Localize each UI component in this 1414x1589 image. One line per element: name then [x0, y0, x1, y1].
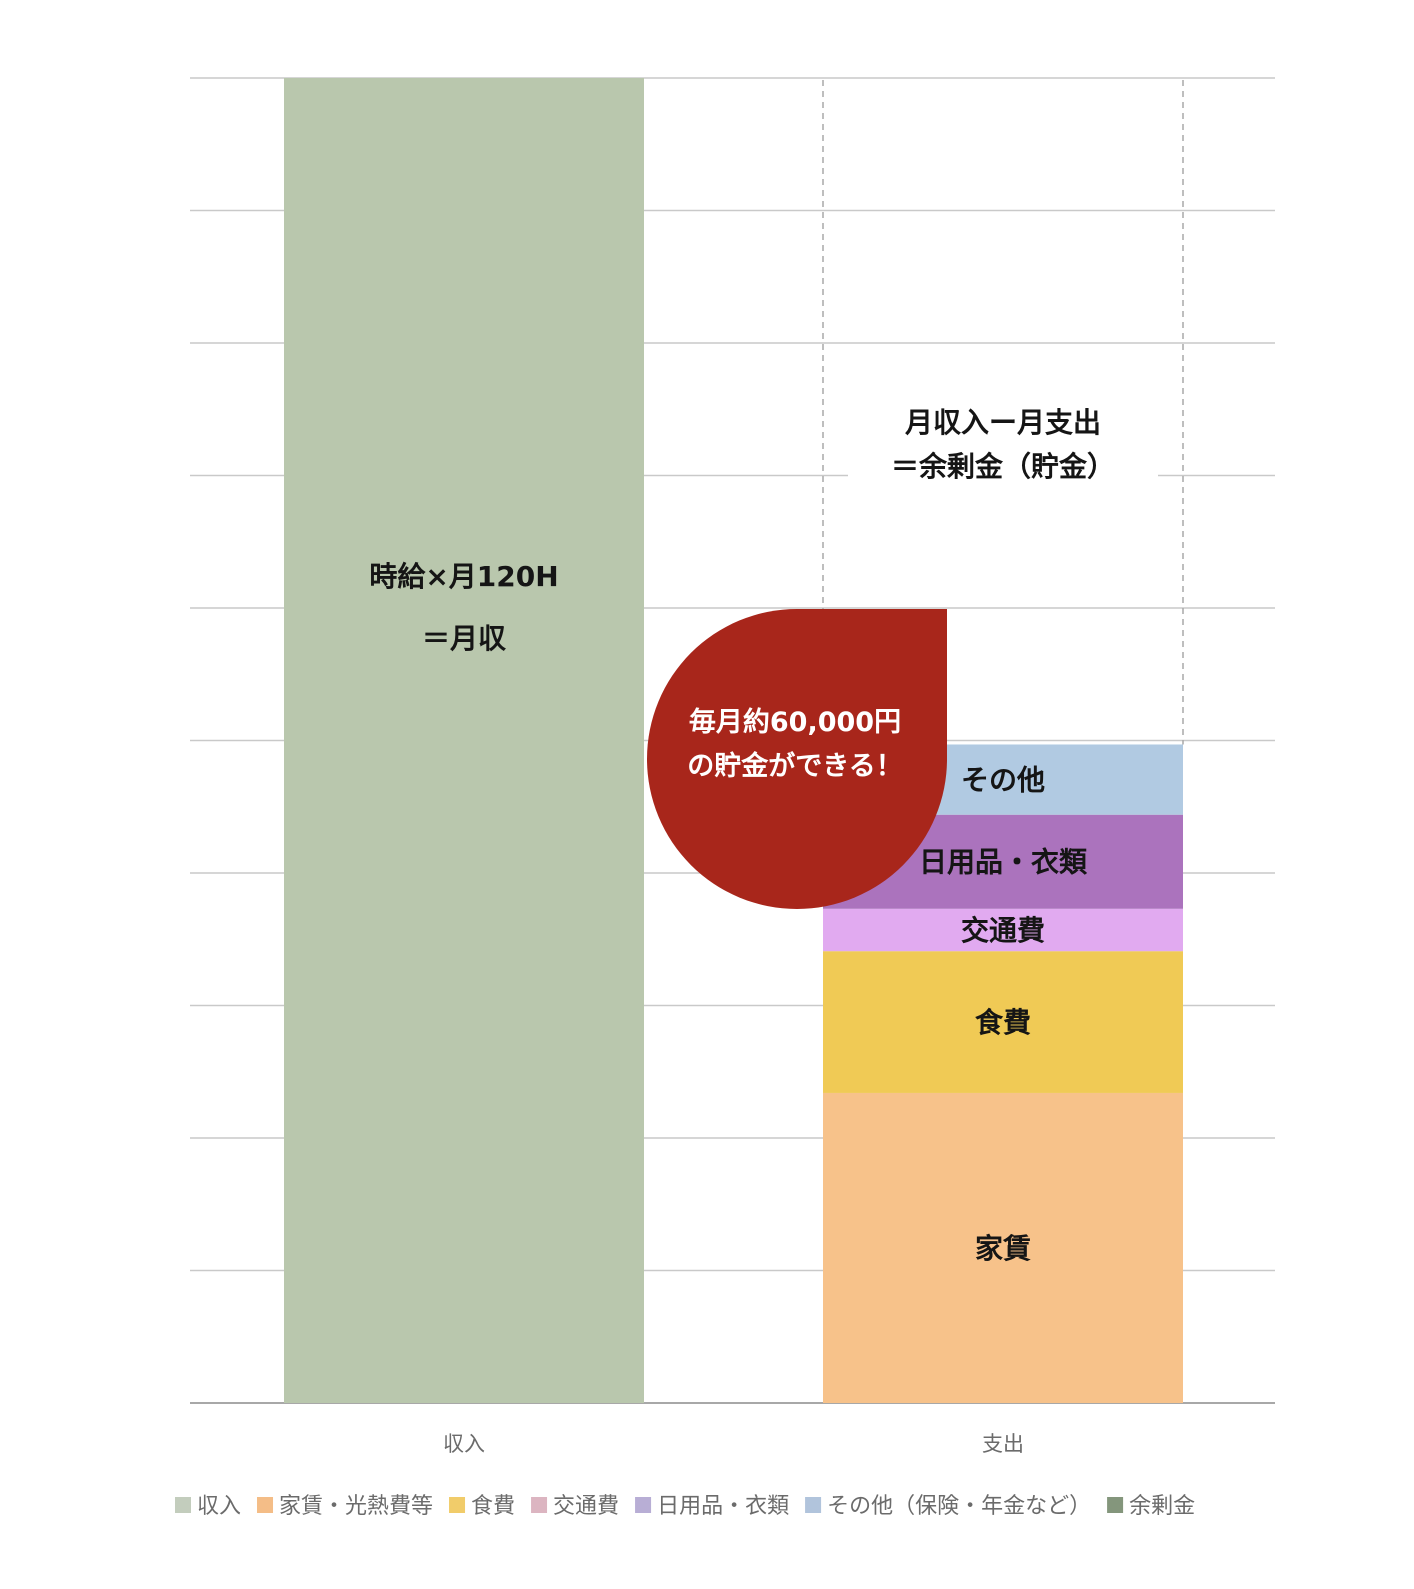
x-axis-ticks: 収入 支出 — [443, 1432, 1024, 1456]
legend-swatch — [805, 1497, 822, 1513]
income-bar-label: ＝月収 — [422, 622, 507, 655]
expense-segment-label: 日用品・衣類 — [919, 846, 1088, 879]
savings-bubble-shape — [647, 609, 947, 909]
savings-bubble-text: の貯金ができる！ — [687, 750, 902, 782]
surplus-note-background — [848, 400, 1158, 490]
bars — [284, 78, 1183, 1403]
surplus-guide-lines — [822, 80, 1184, 745]
surplus-note-text: 月収入ー月支出 — [904, 406, 1101, 439]
expense-segment — [823, 1092, 1183, 1403]
expense-segment — [823, 908, 1183, 952]
legend-swatch — [175, 1497, 191, 1513]
legend-label: 収入 — [197, 1494, 241, 1519]
expense-segment — [823, 951, 1183, 1093]
savings-bubble-text: 毎月約60,000円 — [689, 706, 901, 738]
x-tick-label: 支出 — [982, 1432, 1024, 1456]
surplus-note-text: ＝余剰金（貯金） — [891, 450, 1115, 483]
legend-swatch — [635, 1497, 652, 1513]
legend-swatch — [1107, 1497, 1124, 1513]
expense-segment-label: 交通費 — [961, 914, 1045, 947]
legend-swatch — [257, 1497, 274, 1513]
legend-label: 家賃・光熱費等 — [279, 1494, 433, 1519]
expense-segment-label: 食費 — [975, 1006, 1031, 1039]
expense-segment-label: 家賃 — [975, 1232, 1031, 1265]
legend-label: その他（保険・年金など） — [827, 1494, 1091, 1519]
x-tick-label: 収入 — [443, 1432, 485, 1456]
legend-label: 余剰金 — [1129, 1494, 1195, 1519]
legend: 収入 家賃・光熱費等 食費 交通費 日用品・衣類 その他（保険・年金など） 余剰金 — [175, 1494, 1195, 1519]
legend-label: 食費 — [471, 1494, 515, 1519]
expense-segment-label: その他 — [961, 764, 1045, 797]
legend-swatch — [531, 1497, 548, 1513]
income-bar — [284, 78, 644, 1403]
income-bar-label: 時給×月120H — [369, 560, 558, 593]
legend-label: 交通費 — [553, 1494, 619, 1519]
legend-swatch — [449, 1497, 466, 1513]
legend-label: 日用品・衣類 — [657, 1494, 789, 1519]
